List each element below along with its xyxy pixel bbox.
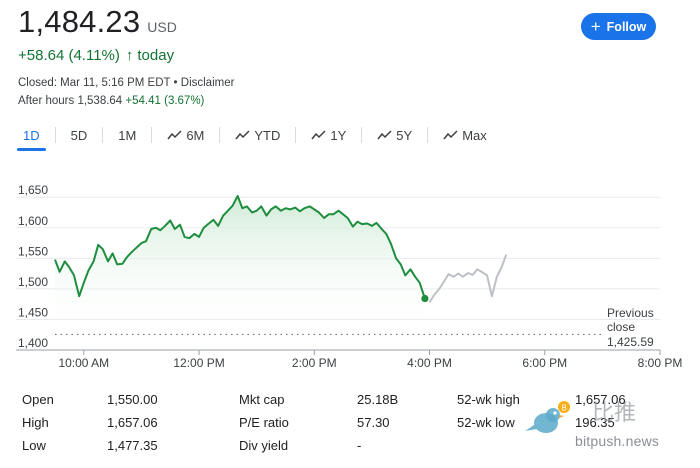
x-tick-label: 2:00 PM — [292, 356, 337, 370]
quote-header: 1,484.23 USD — [18, 4, 177, 40]
stat-value: 1,550.00 — [107, 392, 158, 407]
stat-value: 25.18B — [357, 392, 399, 407]
regular-session-area — [55, 196, 425, 335]
tab-1m[interactable]: 1M — [112, 122, 142, 148]
y-tick-label: 1,500 — [18, 275, 48, 289]
y-tick-label: 1,650 — [18, 183, 48, 197]
stat-row: Div yield - — [239, 438, 419, 461]
stat-label: Div yield — [239, 438, 289, 453]
y-tick-label: 1,400 — [18, 336, 48, 350]
price-change: +58.64 (4.11%) ↑ today — [18, 47, 174, 64]
stat-value: 196.35 — [575, 415, 615, 430]
x-tick-label: 8:00 PM — [638, 356, 683, 370]
y-axis-ticks: 1,650 1,600 1,550 1,500 1,450 1,400 — [18, 183, 48, 350]
stat-value: 1,477.35 — [107, 438, 158, 453]
tab-label: 1M — [118, 127, 137, 143]
y-tick-label: 1,550 — [18, 244, 48, 258]
tab-label: Max — [462, 127, 487, 143]
tab-separator — [54, 127, 56, 143]
stat-label: P/E ratio — [239, 415, 289, 430]
meta-separator: • — [170, 77, 181, 89]
follow-button[interactable]: + Follow — [581, 13, 656, 40]
tab-1d[interactable]: 1D — [17, 122, 46, 151]
arrow-up-icon: ↑ — [125, 47, 134, 64]
stat-label: Mkt cap — [239, 392, 285, 407]
tab-label: 1D — [23, 127, 40, 143]
after-hours-price: After hours 1,538.64 — [18, 95, 123, 107]
regular-session-line — [54, 195, 426, 299]
tab-separator — [102, 127, 104, 143]
tab-ytd[interactable]: YTD — [229, 122, 286, 148]
after-hours-line — [428, 254, 508, 303]
previous-close-label-line1: Previous — [607, 306, 654, 320]
stat-label: High — [22, 415, 49, 430]
stat-value: 1,657.06 — [107, 415, 158, 430]
y-tick-label: 1,450 — [18, 305, 48, 319]
currency-label: USD — [147, 19, 177, 35]
stat-value: 57.30 — [357, 415, 390, 430]
stats-column-3: 52-wk high 1,657.06 52-wk low 196.35 — [457, 392, 657, 438]
stat-label: Open — [22, 392, 54, 407]
previous-close-label-line2: close — [607, 320, 635, 334]
x-tick-label: 12:00 PM — [173, 356, 224, 370]
disclaimer-link[interactable]: Disclaimer — [180, 77, 235, 89]
x-tick-label: 4:00 PM — [407, 356, 452, 370]
trend-line-icon — [311, 130, 326, 140]
stat-value: - — [357, 438, 362, 453]
closed-text: Closed: Mar 11, 5:16 PM EDT — [18, 77, 171, 89]
tab-1y[interactable]: 1Y — [305, 122, 352, 148]
change-value: +58.64 (4.11%) — [18, 47, 120, 64]
tab-label: 6M — [186, 127, 205, 143]
x-tick-label: 6:00 PM — [522, 356, 567, 370]
tab-separator — [295, 127, 297, 143]
trend-line-icon — [167, 130, 182, 140]
tab-5d[interactable]: 5D — [65, 122, 94, 148]
stat-row: 52-wk low 196.35 — [457, 415, 657, 438]
stats-column-1: Open 1,550.00 High 1,657.06 Low 1,477.35 — [22, 392, 172, 461]
stat-label: Low — [22, 438, 46, 453]
trend-line-icon — [235, 130, 250, 140]
tab-label: 5Y — [396, 127, 413, 143]
follow-label: Follow — [606, 19, 647, 34]
y-tick-label: 1,600 — [18, 214, 48, 228]
trend-line-icon — [377, 130, 392, 140]
stat-row: Open 1,550.00 — [22, 392, 172, 415]
tab-separator — [151, 127, 153, 143]
stat-row: Low 1,477.35 — [22, 438, 172, 461]
tab-6m[interactable]: 6M — [161, 122, 210, 148]
watermark-cjk: 比推 — [592, 400, 637, 425]
trend-line-icon — [443, 130, 458, 140]
stats-column-2: Mkt cap 25.18B P/E ratio 57.30 Div yield - — [239, 392, 419, 461]
change-period: today — [137, 47, 175, 64]
stat-row: P/E ratio 57.30 — [239, 415, 419, 438]
tab-max[interactable]: Max — [437, 122, 493, 148]
stat-row: 52-wk high 1,657.06 — [457, 392, 657, 415]
tab-separator — [427, 127, 429, 143]
last-price-marker — [421, 294, 429, 303]
previous-close-label: Previous close 1,425.59 — [607, 306, 654, 349]
tab-label: YTD — [254, 127, 281, 143]
range-tabs: 1D 5D 1M 6M YTD 1Y 5Y Max — [17, 122, 493, 151]
x-axis-ticks: 10:00 AM 12:00 PM 2:00 PM 4:00 PM 6:00 PM 8:0… — [58, 350, 682, 370]
tab-label: 1Y — [330, 127, 347, 143]
current-price: 1,484.23 — [18, 4, 141, 39]
stat-label: 52-wk high — [457, 392, 520, 407]
stat-value: 1,657.06 — [575, 392, 626, 407]
stat-label: 52-wk low — [457, 415, 515, 430]
stat-row: Mkt cap 25.18B — [239, 392, 419, 415]
closed-status: Closed: Mar 11, 5:16 PM EDT • Disclaimer — [18, 77, 234, 89]
x-tick-label: 10:00 AM — [58, 356, 109, 370]
tab-separator — [361, 127, 363, 143]
previous-close-value: 1,425.59 — [607, 335, 654, 349]
tab-label: 5D — [70, 127, 88, 143]
watermark-text: bitpush.news — [575, 433, 660, 449]
tab-separator — [219, 127, 221, 143]
after-hours-change: +54.41 (3.67%) — [125, 95, 205, 107]
plus-icon: + — [590, 17, 601, 36]
after-hours-status: After hours 1,538.64 +54.41 (3.67%) — [18, 95, 204, 107]
stat-row: High 1,657.06 — [22, 415, 172, 438]
tab-5y[interactable]: 5Y — [371, 122, 418, 148]
